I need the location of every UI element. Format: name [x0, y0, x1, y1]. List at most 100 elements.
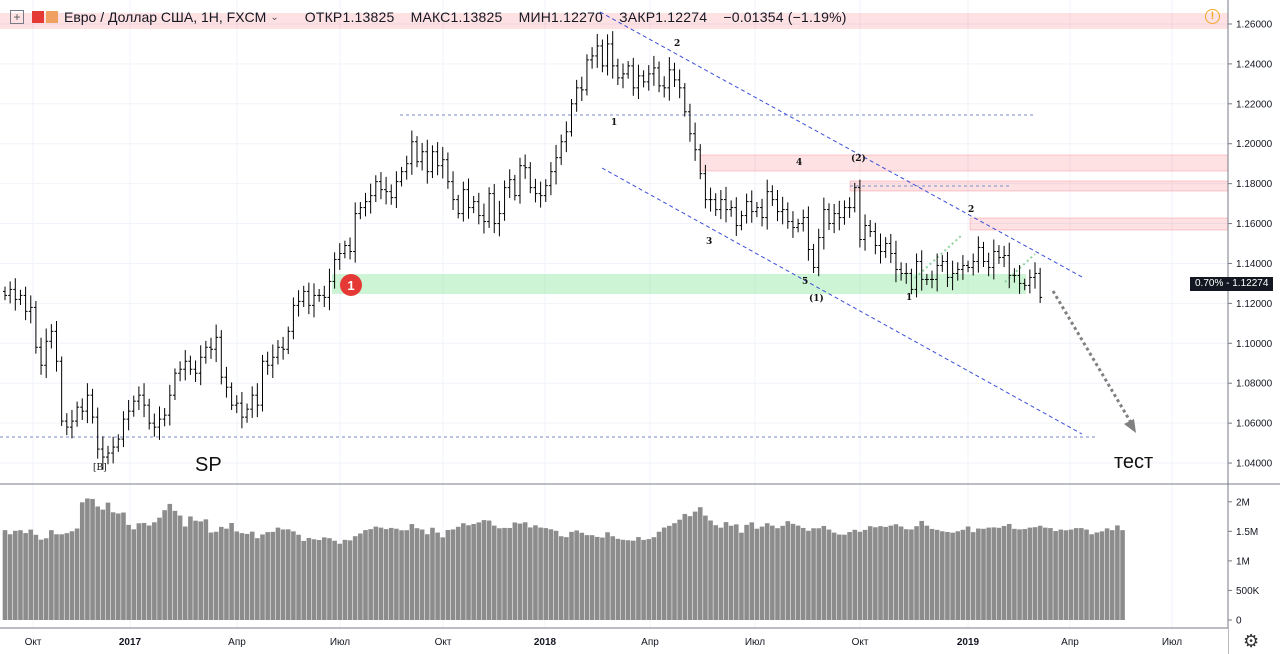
price-bar — [744, 193, 749, 224]
time-tick-label: Июл — [745, 637, 765, 648]
price-bar — [523, 154, 528, 179]
volume-bar — [574, 530, 579, 620]
volume-bar — [1068, 529, 1074, 620]
volume-bar — [131, 529, 137, 620]
price-tick-label: 1.24000 — [1236, 59, 1273, 70]
volume-bar — [213, 531, 219, 620]
price-bar — [476, 192, 481, 225]
price-bar — [188, 355, 193, 375]
price-bar — [281, 336, 286, 360]
price-bar — [966, 260, 971, 273]
gear-icon[interactable]: ⚙ — [1243, 631, 1260, 651]
volume-bar — [79, 502, 85, 620]
volume-bar — [940, 531, 945, 620]
price-bar — [239, 391, 244, 429]
price-bar — [147, 398, 152, 430]
volume-bar — [569, 531, 574, 620]
volume-bar — [455, 526, 461, 620]
volume-bar — [744, 524, 749, 620]
volume-bar — [146, 525, 152, 620]
price-bar — [641, 70, 646, 88]
price-bar — [306, 282, 311, 315]
price-bar — [116, 434, 121, 452]
volume-bar — [85, 498, 90, 620]
volume-bar — [110, 512, 116, 620]
price-bar — [888, 233, 893, 264]
price-bar — [636, 64, 641, 100]
price-bar — [790, 211, 795, 238]
price-bar — [507, 169, 512, 199]
volume-bar — [713, 525, 718, 620]
price-bar — [404, 155, 409, 180]
marker-circle — [340, 274, 362, 296]
volume-bar — [322, 537, 327, 620]
price-bar — [425, 139, 430, 184]
price-bar — [584, 54, 589, 96]
forecast-arrow-head — [1124, 419, 1136, 433]
price-bar — [1002, 245, 1007, 268]
volume-bar — [425, 534, 430, 620]
price-bar — [765, 179, 770, 230]
volume-bar — [177, 515, 183, 620]
volume-bar — [543, 528, 549, 620]
price-bar — [440, 146, 445, 179]
price-bar — [569, 99, 574, 137]
volume-bar — [646, 539, 652, 620]
volume-bar — [136, 523, 142, 620]
price-bar — [126, 399, 131, 431]
volume-bar — [378, 527, 384, 620]
price-bar — [940, 255, 945, 272]
volume-bar — [358, 533, 363, 620]
price-bar — [384, 176, 389, 205]
volume-bar — [692, 511, 698, 620]
volume-bar — [352, 536, 358, 620]
volume-bar — [172, 510, 178, 620]
price-bar — [435, 142, 440, 176]
volume-bar — [842, 534, 847, 620]
volume-bar — [656, 531, 662, 620]
volume-bar — [919, 520, 924, 620]
alert-circle-icon[interactable]: ! — [1205, 9, 1220, 24]
volume-bar — [270, 531, 276, 620]
price-bar — [935, 253, 940, 292]
price-bar — [1022, 278, 1027, 291]
volume-bar — [759, 526, 765, 620]
price-bar — [538, 181, 543, 208]
price-bar — [312, 283, 316, 318]
time-tick-label: Апр — [228, 637, 246, 648]
volume-bar — [28, 529, 34, 620]
price-bar — [945, 251, 950, 288]
price-bar — [198, 345, 203, 386]
volume-bar — [1104, 528, 1110, 620]
price-bar — [801, 209, 806, 232]
volume-bar — [821, 525, 827, 620]
price-bar — [610, 31, 615, 79]
price-bar — [718, 190, 723, 220]
price-bar — [724, 186, 728, 223]
volume-bar — [255, 538, 260, 620]
volume-bar — [342, 539, 348, 620]
volume-bar — [121, 512, 126, 620]
volume-bar — [33, 534, 39, 620]
price-bar — [373, 175, 378, 202]
volume-bar — [857, 531, 863, 620]
volume-bar — [754, 528, 760, 620]
price-bar — [69, 409, 74, 439]
price-bar — [3, 286, 7, 301]
price-bar — [430, 145, 435, 179]
price-bar — [286, 326, 291, 355]
volume-bar — [368, 529, 373, 620]
price-tick-label: 1.18000 — [1236, 179, 1273, 190]
volume-bar — [188, 516, 193, 620]
price-bar — [348, 237, 353, 260]
price-bar — [574, 79, 579, 112]
chart-grid — [0, 0, 1228, 628]
volume-bar — [909, 529, 914, 620]
price-bar — [193, 360, 198, 383]
wave-label: (2) — [851, 153, 866, 164]
volume-bar — [579, 532, 585, 620]
volume-bar — [528, 527, 533, 620]
price-bar — [270, 344, 275, 379]
price-bars — [3, 31, 1043, 470]
